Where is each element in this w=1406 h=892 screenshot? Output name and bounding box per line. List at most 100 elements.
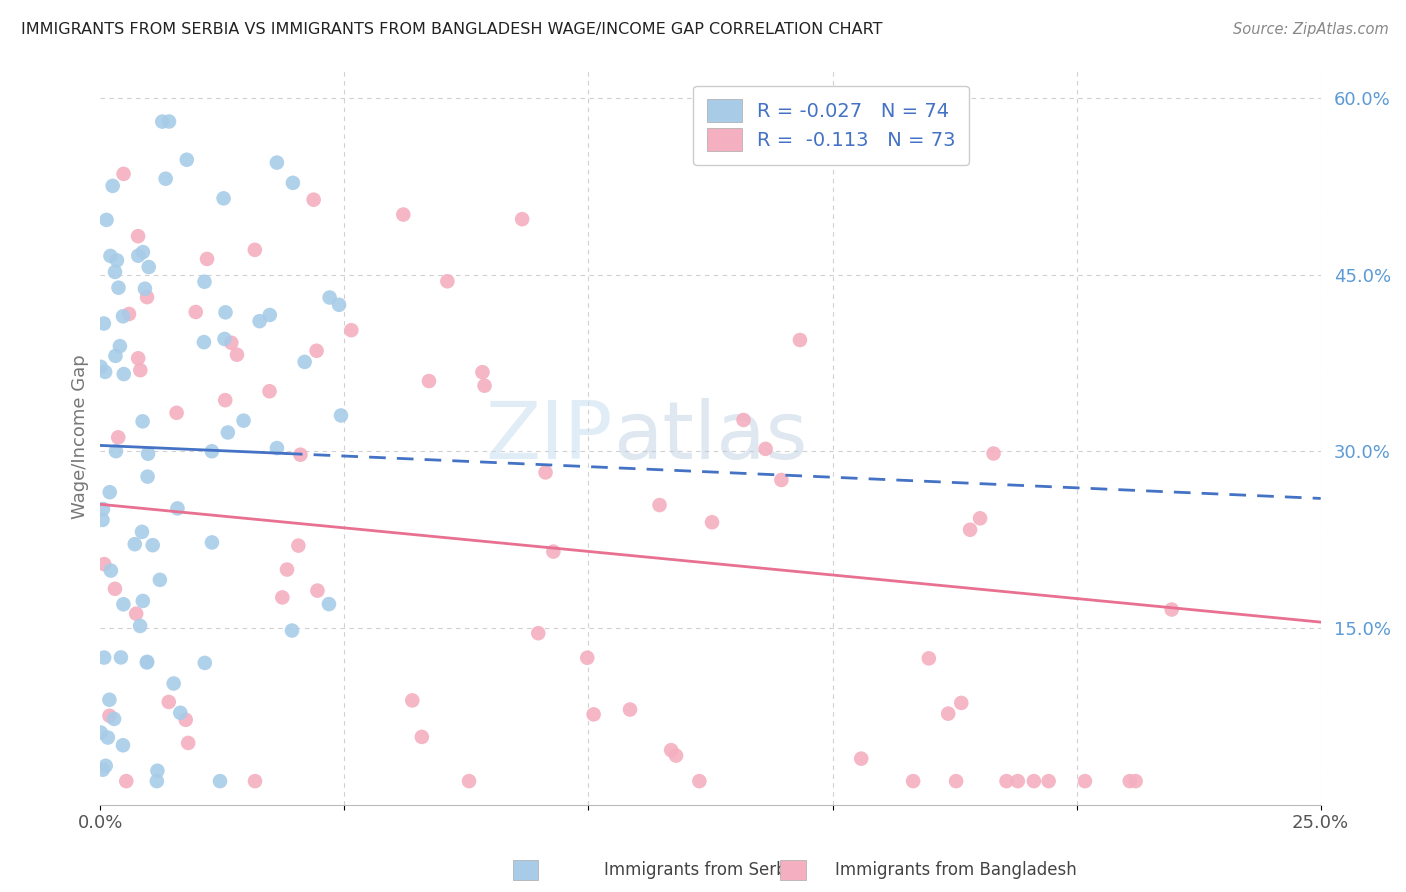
Point bbox=[217, 425, 239, 440]
Point bbox=[157, 695, 180, 709]
Point bbox=[136, 290, 159, 304]
Point bbox=[936, 706, 959, 721]
Point bbox=[136, 469, 159, 483]
Point bbox=[174, 713, 197, 727]
Point bbox=[328, 298, 350, 312]
Point bbox=[111, 739, 134, 753]
Point bbox=[146, 774, 169, 789]
Point bbox=[995, 774, 1018, 789]
Point bbox=[294, 355, 316, 369]
Point bbox=[96, 213, 118, 227]
Point bbox=[755, 442, 778, 456]
Point bbox=[98, 692, 121, 706]
Point bbox=[266, 155, 288, 169]
Point bbox=[146, 764, 169, 778]
Point bbox=[155, 171, 177, 186]
Point bbox=[193, 275, 215, 289]
Point bbox=[105, 253, 128, 268]
Point bbox=[112, 367, 135, 381]
Point bbox=[688, 774, 710, 789]
Point bbox=[918, 651, 941, 665]
Point bbox=[98, 708, 121, 723]
Point bbox=[619, 702, 641, 716]
Point bbox=[983, 446, 1005, 460]
Point bbox=[201, 535, 224, 549]
Point bbox=[131, 414, 153, 428]
Point bbox=[411, 730, 433, 744]
Point bbox=[243, 774, 266, 789]
Point bbox=[1022, 774, 1045, 789]
Text: ZIP: ZIP bbox=[485, 398, 613, 475]
Point bbox=[90, 359, 112, 374]
Point bbox=[959, 523, 981, 537]
Point bbox=[142, 538, 165, 552]
Point bbox=[94, 365, 117, 379]
Point bbox=[131, 524, 153, 539]
Point bbox=[112, 167, 135, 181]
Point bbox=[93, 317, 115, 331]
Point bbox=[201, 444, 224, 458]
Point bbox=[901, 774, 924, 789]
Point bbox=[271, 591, 294, 605]
Point bbox=[138, 260, 160, 274]
Point bbox=[471, 365, 494, 379]
Point bbox=[104, 444, 127, 458]
Point bbox=[576, 650, 599, 665]
Point bbox=[534, 466, 557, 480]
Point bbox=[169, 706, 191, 720]
Point bbox=[243, 243, 266, 257]
Y-axis label: Wage/Income Gap: Wage/Income Gap bbox=[72, 354, 89, 519]
Point bbox=[127, 229, 149, 244]
Point bbox=[214, 332, 236, 346]
Point bbox=[214, 393, 236, 408]
Point bbox=[104, 582, 127, 596]
Point bbox=[401, 693, 423, 707]
Point bbox=[305, 343, 328, 358]
Point bbox=[648, 498, 671, 512]
Point bbox=[290, 448, 312, 462]
Point bbox=[259, 384, 281, 399]
Point bbox=[543, 544, 565, 558]
Point bbox=[281, 624, 304, 638]
Point bbox=[112, 597, 135, 611]
Point bbox=[474, 378, 496, 392]
Point bbox=[659, 743, 682, 757]
Point bbox=[194, 656, 217, 670]
Point bbox=[436, 274, 458, 288]
Point bbox=[665, 748, 688, 763]
Legend: R = -0.027   N = 74, R =  -0.113   N = 73: R = -0.027 N = 74, R = -0.113 N = 73 bbox=[693, 86, 969, 164]
Point bbox=[307, 583, 329, 598]
Point bbox=[212, 191, 235, 205]
Point bbox=[318, 291, 340, 305]
Point bbox=[91, 502, 114, 516]
Point bbox=[700, 515, 723, 529]
Point bbox=[1119, 774, 1142, 789]
Point bbox=[103, 712, 125, 726]
Point bbox=[851, 751, 873, 765]
Point bbox=[136, 447, 159, 461]
Text: Immigrants from Serbia: Immigrants from Serbia bbox=[605, 861, 801, 879]
Point bbox=[127, 351, 149, 366]
Point bbox=[110, 650, 132, 665]
Point bbox=[118, 307, 141, 321]
Point bbox=[127, 249, 149, 263]
Point bbox=[107, 430, 129, 444]
Point bbox=[150, 114, 173, 128]
Text: atlas: atlas bbox=[613, 398, 807, 475]
Point bbox=[302, 193, 325, 207]
Point bbox=[97, 731, 120, 745]
Point bbox=[100, 564, 122, 578]
Point bbox=[136, 655, 159, 669]
Point bbox=[149, 573, 172, 587]
Point bbox=[129, 619, 152, 633]
Point bbox=[527, 626, 550, 640]
Point bbox=[90, 725, 112, 739]
Point bbox=[276, 563, 298, 577]
Point bbox=[340, 323, 363, 337]
Point bbox=[104, 349, 127, 363]
Point bbox=[193, 335, 215, 350]
Point bbox=[176, 153, 198, 167]
Point bbox=[287, 539, 309, 553]
Point bbox=[418, 374, 440, 388]
Point bbox=[195, 252, 218, 266]
